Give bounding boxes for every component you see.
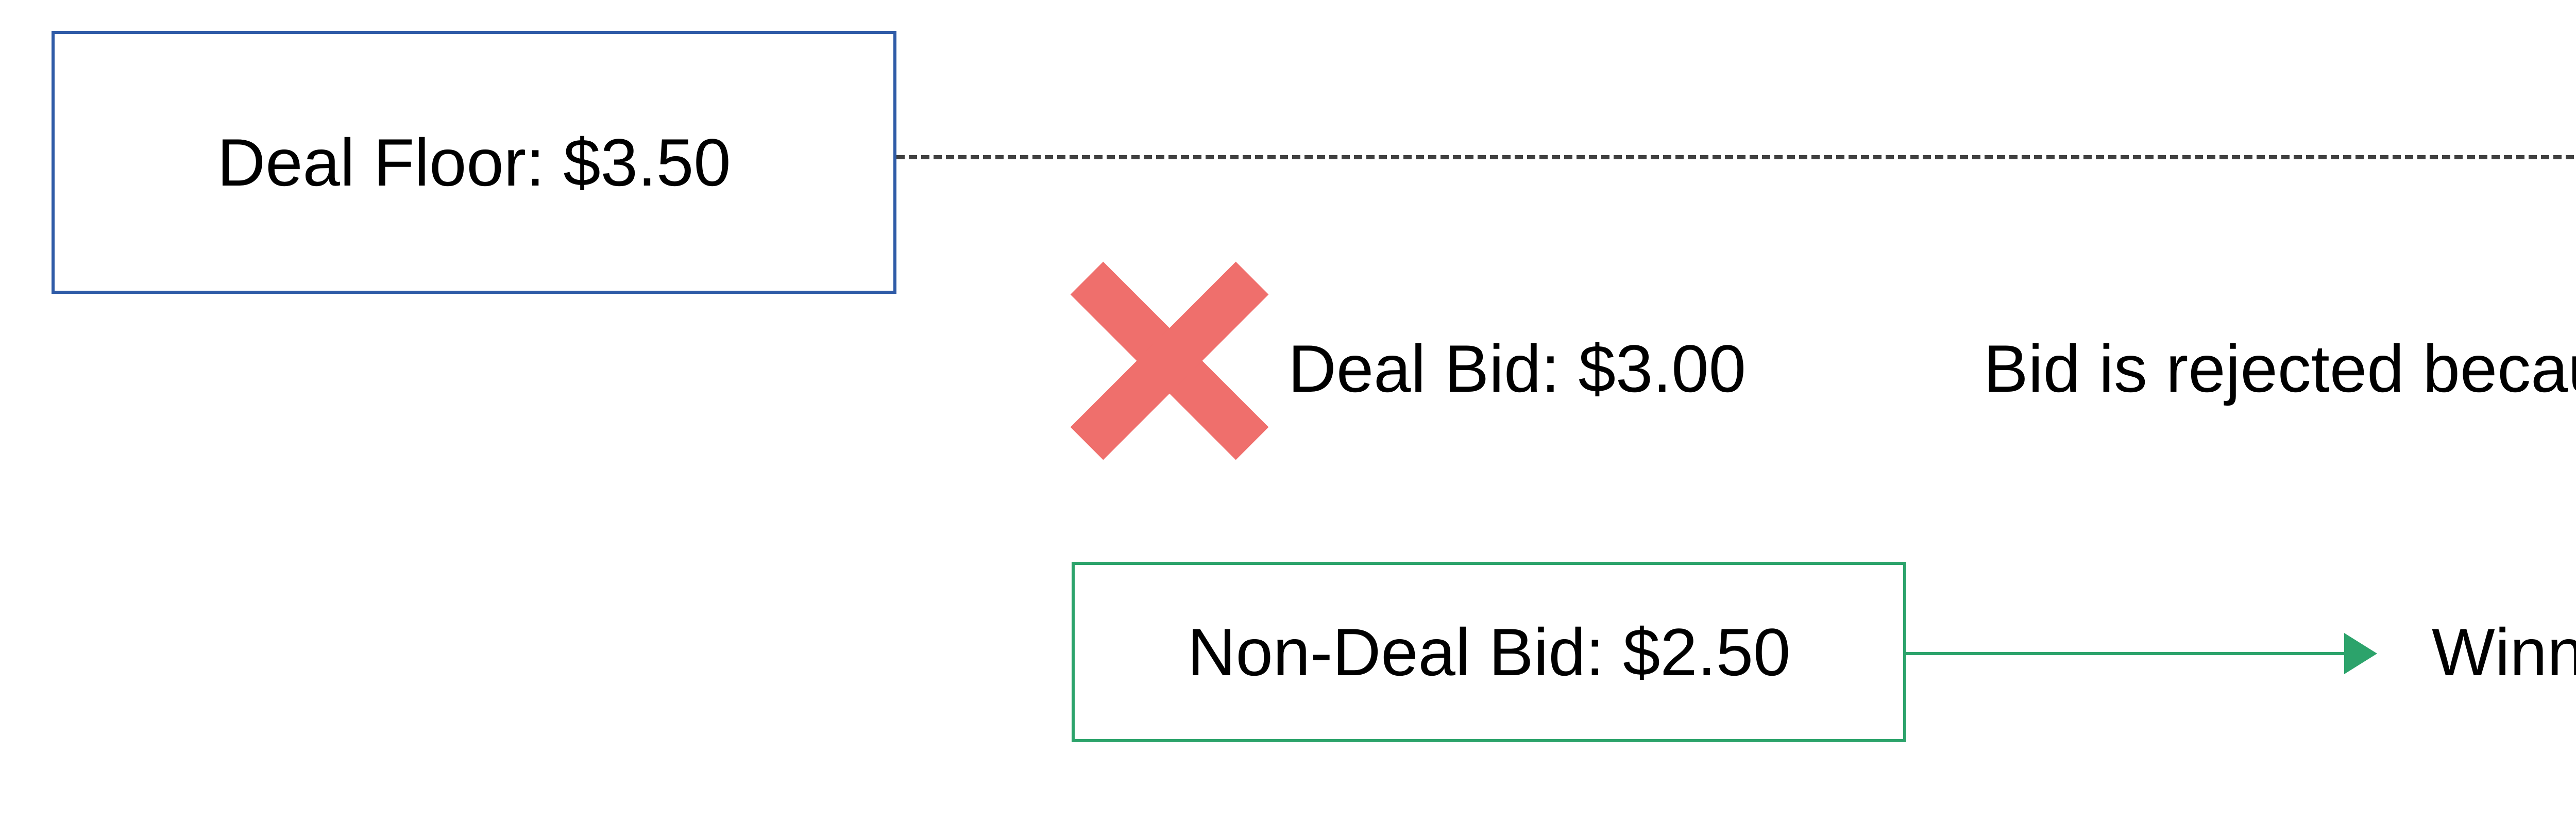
- deal-floor-box: Deal Floor: $3.50: [52, 31, 896, 294]
- non-deal-bid-box: Non-Deal Bid: $2.50: [1072, 562, 1906, 742]
- winner-arrow-line: [1906, 652, 2344, 655]
- rejection-reason-text: Bid is rejected because it is below the …: [1984, 330, 2576, 407]
- non-deal-bid-label: Non-Deal Bid: $2.50: [1188, 613, 1791, 691]
- deal-floor-label: Deal Floor: $3.50: [217, 124, 731, 201]
- deal-bid-label: Deal Bid: $3.00: [1288, 330, 1746, 407]
- deal-floor-divider-line: [896, 155, 2576, 159]
- reject-x-icon: [1061, 253, 1278, 469]
- winner-arrow-head-icon: [2344, 633, 2377, 674]
- winner-pays-label: Winner Pays $2.50: [2432, 613, 2576, 691]
